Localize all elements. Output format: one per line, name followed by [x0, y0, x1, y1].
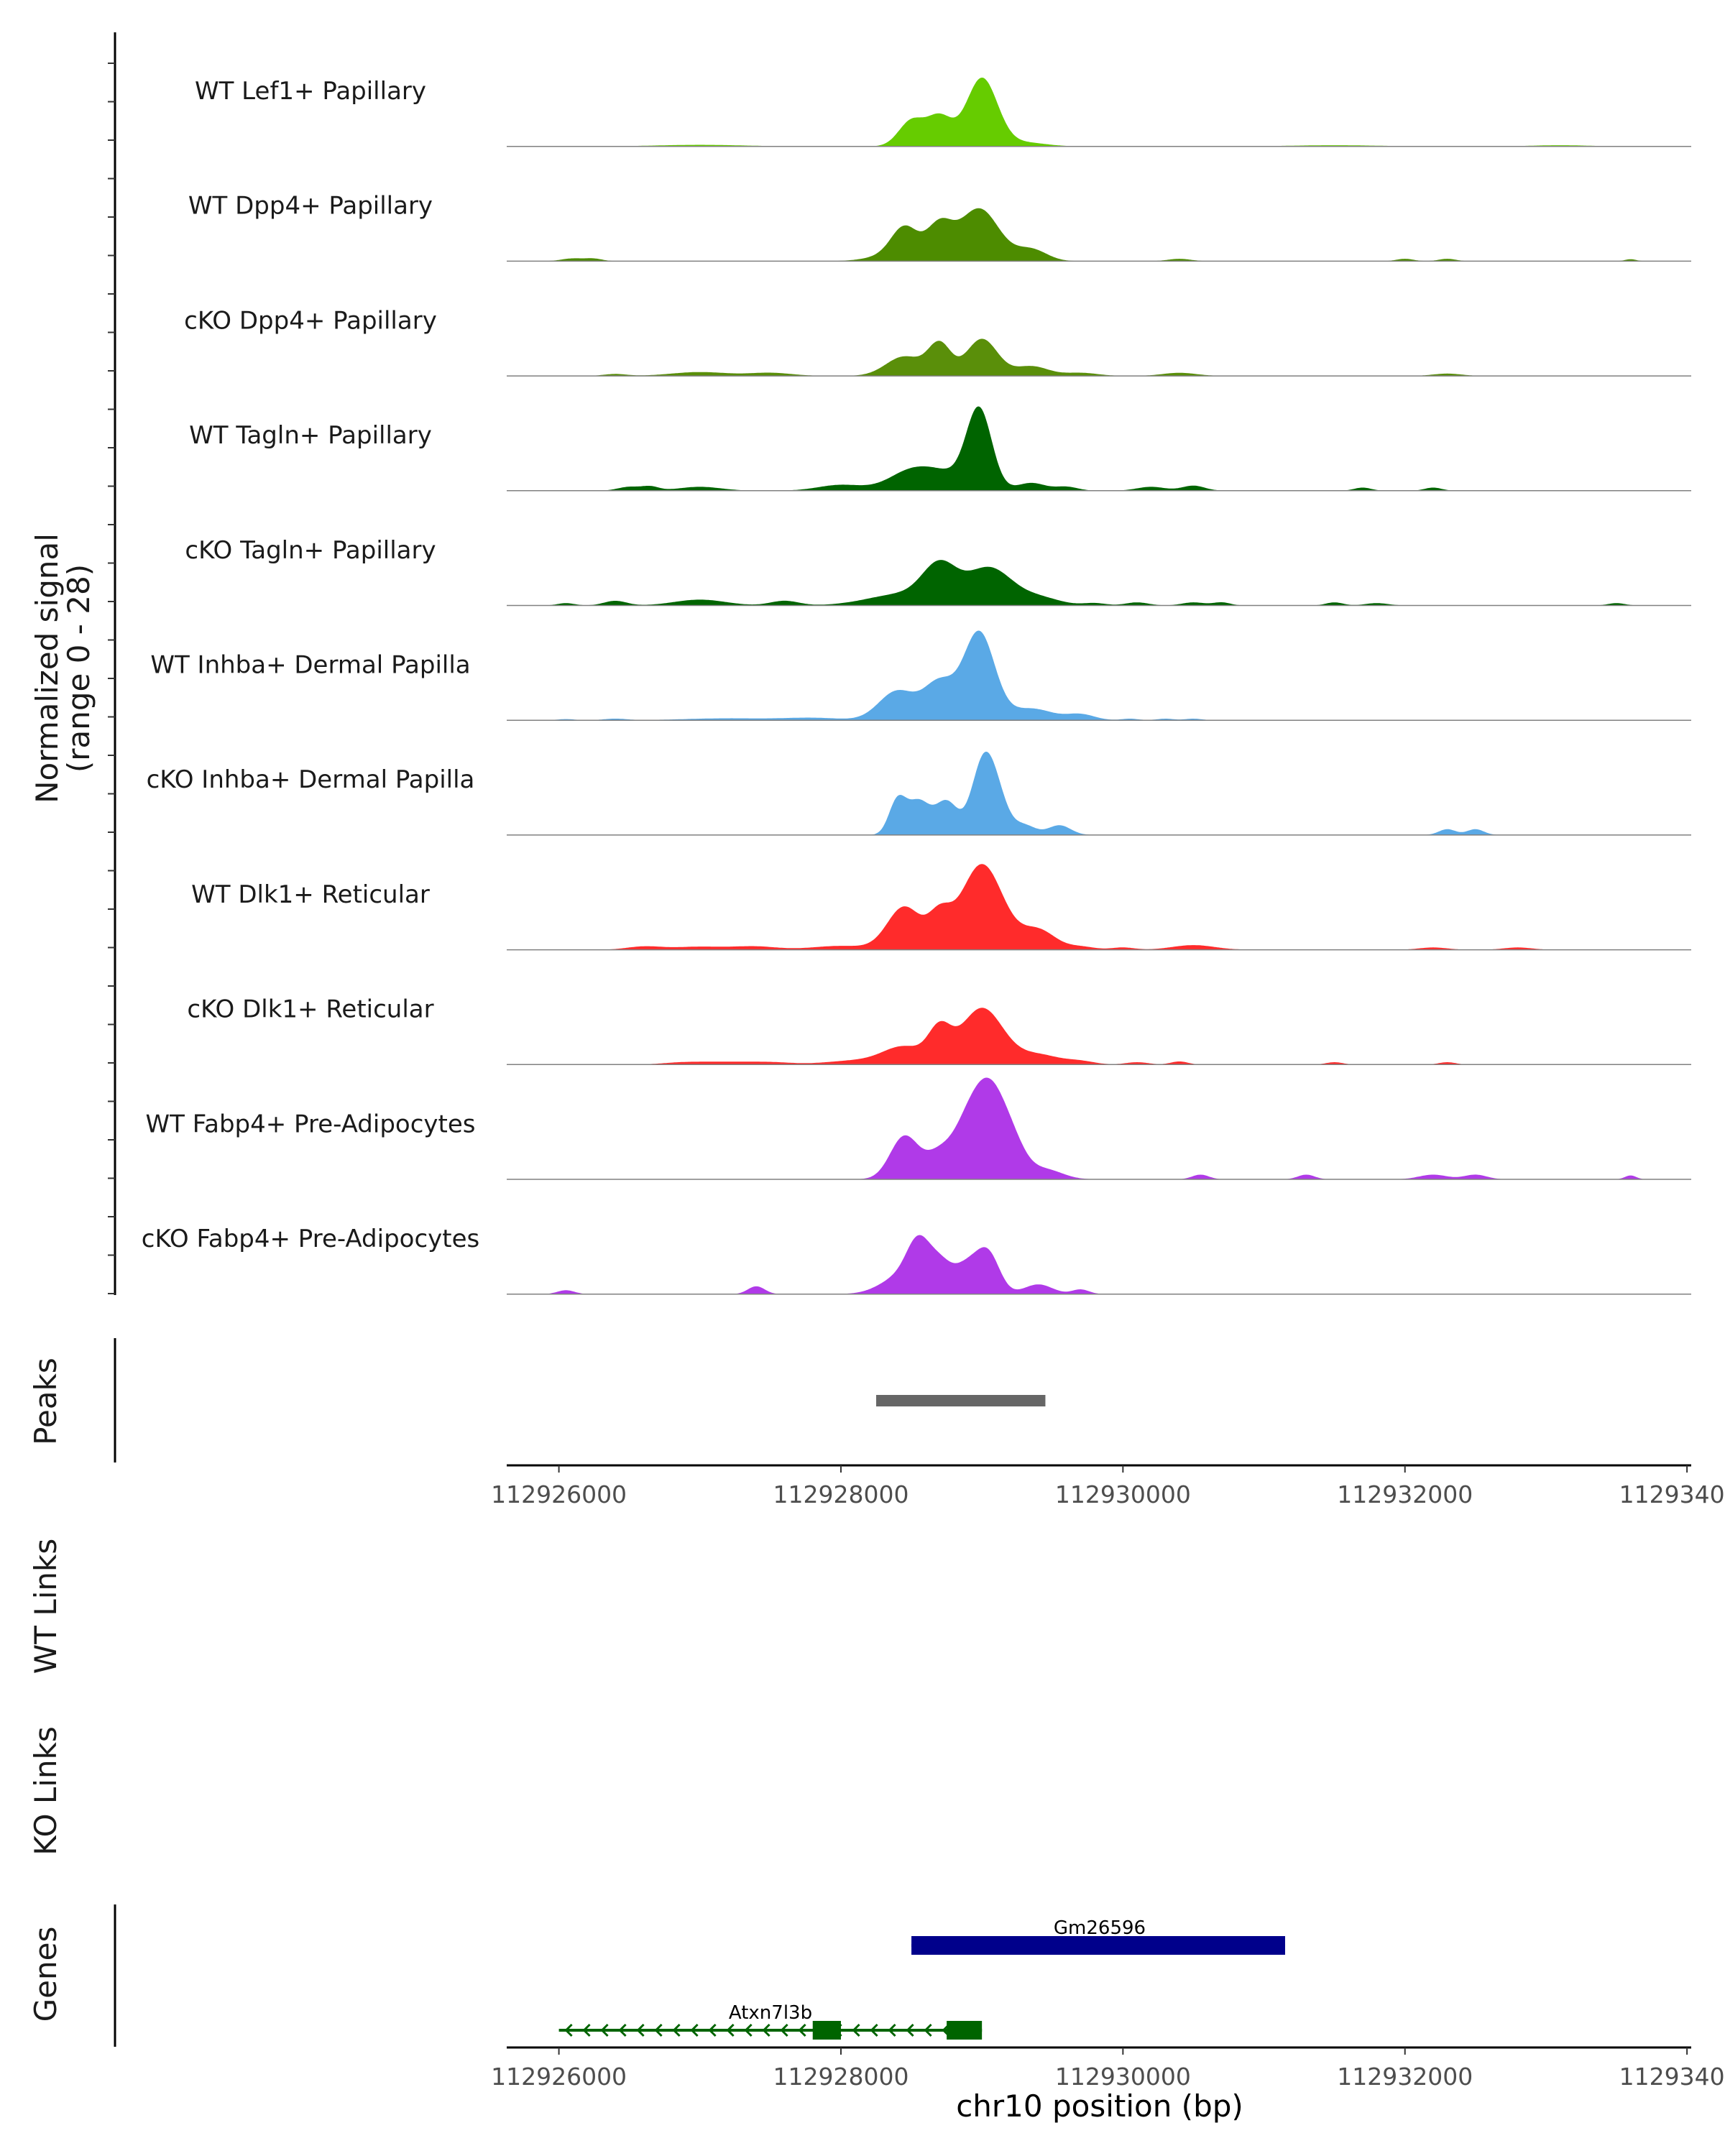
strand-arrow: [798, 2023, 806, 2037]
strand-arrow: [888, 2023, 896, 2037]
genes-track-label: Genes: [28, 1927, 63, 2022]
track-label: WT Dlk1+ Reticular: [191, 880, 430, 909]
coverage-area: [507, 864, 1691, 950]
track-label: WT Inhba+ Dermal Papilla: [150, 651, 470, 680]
coverage-area: [507, 406, 1691, 491]
strand-arrow: [762, 2023, 770, 2037]
track-label: cKO Inhba+ Dermal Papilla: [147, 765, 475, 794]
peak-regions: [876, 1395, 1046, 1406]
x-tick-label: 112932000: [1337, 2063, 1473, 2091]
gene-model: Atxn7l3b: [558, 2002, 983, 2040]
gene-exon: [947, 2021, 983, 2040]
coverage-area: [507, 78, 1691, 147]
x-tick-label: 112928000: [773, 2063, 908, 2091]
strand-arrow: [600, 2023, 609, 2037]
strand-arrow: [564, 2023, 573, 2037]
ko-links-label: KO Links: [28, 1726, 63, 1856]
coverage-track: WT Tagln+ Papillary: [189, 406, 1691, 492]
peaks-track-label: Peaks: [28, 1358, 63, 1445]
coverage-area: [507, 630, 1691, 721]
coverage-track: WT Dpp4+ Papillary: [188, 192, 1691, 262]
strand-arrow: [672, 2023, 681, 2037]
gene-exon: [812, 2021, 841, 2040]
y-axis-title-sub: (range 0 - 28): [61, 564, 96, 773]
coverage-area: [507, 208, 1691, 262]
strand-arrow: [780, 2023, 788, 2037]
track-label: WT Tagln+ Papillary: [189, 421, 432, 450]
strand-arrow: [690, 2023, 699, 2037]
wt-links-label: WT Links: [28, 1539, 63, 1674]
coverage-area: [507, 560, 1691, 606]
track-label: cKO Dlk1+ Reticular: [187, 995, 433, 1024]
strand-arrow: [852, 2023, 860, 2037]
x-axis-bottom: 112926000 112928000 112930000 112932000 1129…: [491, 2046, 1725, 2091]
coverage-track: WT Lef1+ Papillary: [195, 77, 1691, 147]
coverage-track: WT Fabp4+ Pre-Adipocytes: [146, 1077, 1691, 1180]
coverage-area: [507, 338, 1691, 377]
track-label: WT Lef1+ Papillary: [195, 77, 426, 106]
x-tick-label: 112930000: [1055, 2063, 1191, 2091]
x-tick-label: 112934000: [1619, 2063, 1725, 2091]
gene-label: Atxn7l3b: [729, 2002, 812, 2024]
coverage-area: [507, 1077, 1691, 1179]
coverage-area: [507, 1008, 1691, 1065]
strand-arrow: [582, 2023, 591, 2037]
coverage-track: cKO Dlk1+ Reticular: [187, 995, 1691, 1066]
coverage-area: [507, 1235, 1691, 1294]
strand-arrow: [906, 2023, 914, 2037]
x-tick-label: 112928000: [773, 1480, 908, 1508]
peak-region: [876, 1395, 1046, 1406]
x-tick-label: 112930000: [1055, 1480, 1191, 1508]
coverage-area: [507, 751, 1691, 835]
track-label: cKO Dpp4+ Papillary: [184, 306, 437, 335]
gene-exon: [911, 1936, 1285, 1955]
strand-arrow: [618, 2023, 627, 2037]
strand-arrow: [636, 2023, 645, 2037]
x-axis-top: 112926000 112928000 112930000 112932000 1129…: [491, 1464, 1725, 1508]
y-axis-title-main: Normalized signal: [29, 533, 65, 803]
coverage-track: WT Dlk1+ Reticular: [191, 864, 1691, 951]
gene-label: Gm26596: [1054, 1917, 1146, 1939]
strand-arrow: [726, 2023, 735, 2037]
track-label: WT Fabp4+ Pre-Adipocytes: [146, 1110, 476, 1138]
coverage-track: cKO Fabp4+ Pre-Adipocytes: [142, 1225, 1691, 1295]
track-label: cKO Tagln+ Papillary: [185, 536, 436, 565]
strand-arrow: [654, 2023, 663, 2037]
track-label: cKO Fabp4+ Pre-Adipocytes: [142, 1225, 480, 1253]
track-label: WT Dpp4+ Papillary: [188, 192, 433, 221]
x-axis-title: chr10 position (bp): [956, 2088, 1243, 2124]
strand-arrow: [744, 2023, 753, 2037]
x-tick-label: 112934000: [1619, 1480, 1725, 1508]
coverage-y-ticks: [108, 63, 115, 1294]
gene-models: Gm26596 Atxn7l3b: [558, 1917, 1285, 2040]
strand-arrow: [870, 2023, 878, 2037]
coverage-track: cKO Tagln+ Papillary: [185, 536, 1691, 607]
coverage-track: cKO Dpp4+ Papillary: [184, 306, 1691, 377]
strand-arrow: [924, 2023, 932, 2037]
coverage-track: WT Inhba+ Dermal Papilla: [150, 630, 1691, 721]
x-tick-label: 112926000: [491, 1480, 627, 1508]
strand-arrow: [708, 2023, 717, 2037]
x-tick-label: 112926000: [491, 2063, 627, 2091]
gene-model: Gm26596: [911, 1917, 1285, 1955]
y-axis-title: Normalized signal (range 0 - 28): [29, 533, 96, 803]
coverage-track: cKO Inhba+ Dermal Papilla: [147, 751, 1691, 836]
coverage-tracks: WT Lef1+ Papillary WT Dpp4+ Papillary cKO …: [142, 77, 1691, 1295]
x-tick-label: 112932000: [1337, 1480, 1473, 1508]
